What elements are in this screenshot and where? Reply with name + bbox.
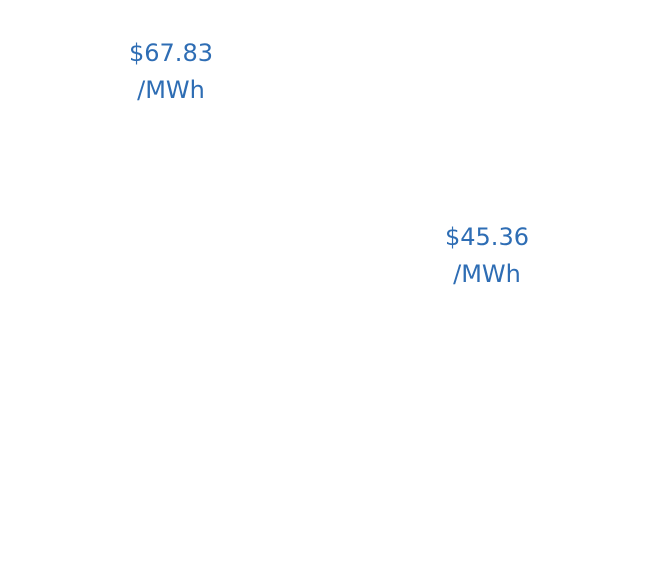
- bar-1-unit-label: /MWh: [137, 76, 205, 104]
- bar-2: [387, 202, 587, 574]
- bar-1: [71, 17, 271, 574]
- data-labels-group: $67.83/MWh $45.36/MWh: [129, 39, 529, 288]
- bar-2-unit-label: /MWh: [453, 260, 521, 288]
- bar-1-value-label: $67.83: [129, 39, 213, 67]
- bar-2-value-label: $45.36: [445, 223, 529, 251]
- bars-group: [71, 17, 587, 574]
